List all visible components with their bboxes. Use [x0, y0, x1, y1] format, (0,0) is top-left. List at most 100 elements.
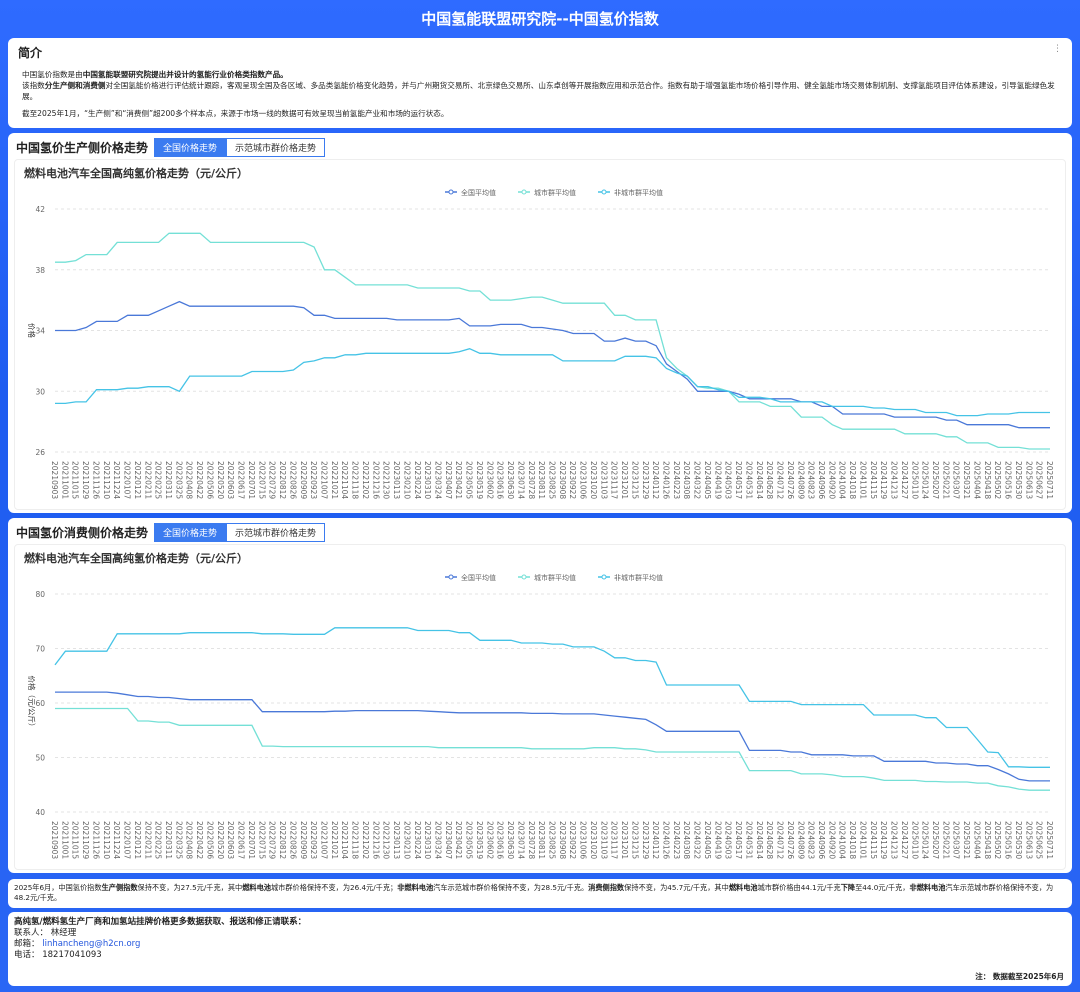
x-tick-label: 20220408 [185, 821, 194, 859]
x-tick-label: 20250307 [952, 821, 961, 859]
x-tick-label: 20240823 [807, 821, 816, 859]
x-tick-label: 20230113 [392, 461, 401, 499]
x-tick-label: 20211029 [81, 461, 90, 499]
x-tick-label: 20241004 [838, 461, 847, 499]
series-line [55, 300, 1050, 429]
x-tick-label: 20250221 [941, 821, 950, 859]
x-tick-label: 20250404 [972, 821, 981, 859]
x-tick-label: 20220826 [288, 461, 297, 499]
x-tick-label: 20230630 [506, 821, 515, 859]
contact-email: 邮箱： linhancheng@h2cn.org [14, 939, 1066, 950]
x-tick-label: 20230908 [558, 461, 567, 499]
tab[interactable]: 全国价格走势 [154, 138, 227, 157]
x-tick-label: 20230616 [496, 821, 505, 859]
x-tick-label: 20220701 [247, 461, 256, 499]
x-tick-label: 20211001 [60, 461, 69, 499]
x-tick-label: 20211015 [71, 461, 80, 499]
text-run: 中国氢能联盟研究院提出并设计的氢能行业价格类指数产品。 [82, 70, 288, 79]
series-line [54, 627, 1050, 768]
x-tick-label: 20220311 [164, 821, 173, 859]
x-tick-label: 20220520 [216, 461, 225, 499]
x-tick-label: 20211126 [91, 461, 100, 499]
x-tick-label: 20240628 [765, 821, 774, 859]
x-tick-label: 20220107 [123, 461, 132, 499]
x-tick-label: 20250530 [1014, 461, 1023, 499]
x-tick-label: 20241227 [900, 461, 909, 499]
text-run: 城市群价格保持不变，为26.4元/千克； [270, 883, 398, 892]
x-tick-label: 20250307 [952, 461, 961, 499]
text-run: 燃料电池 [728, 883, 758, 892]
x-tick-label: 20230922 [568, 821, 577, 859]
text-run: 城市群价格由44.1元/千克 [757, 883, 841, 892]
x-tick-label: 20230728 [527, 461, 536, 499]
x-tick-label: 20250711 [1045, 461, 1054, 499]
x-tick-label: 20230825 [548, 821, 557, 859]
x-tick-label: 20240126 [662, 461, 671, 499]
chart-box [14, 544, 1066, 870]
contact-person: 联系人： 林经理 [14, 928, 1066, 939]
x-tick-label: 20240112 [651, 821, 660, 859]
series-line [55, 348, 1050, 417]
x-tick-label: 20250625 [1035, 821, 1044, 859]
x-tick-label: 20220325 [174, 821, 183, 859]
text-run: 对全国氢能价格进行评估统计跟踪，客观呈现全国及各区域、多品类氢能价格变化趋势，并… [22, 81, 1055, 101]
x-tick-label: 20240906 [817, 461, 826, 499]
x-tick-label: 20240614 [755, 821, 764, 859]
intro-paragraph: 中国氢价指数是由中国氢能联盟研究院提出并设计的氢能行业价格类指数产品。 [22, 69, 1062, 80]
x-tick-label: 20240308 [682, 461, 691, 499]
y-tick-label: 42 [35, 205, 45, 214]
x-tick-label: 20211210 [102, 461, 111, 499]
x-tick-label: 20250530 [1014, 821, 1023, 859]
x-tick-label: 20230324 [433, 821, 442, 859]
x-tick-label: 20240726 [786, 461, 795, 499]
tab[interactable]: 全国价格走势 [154, 523, 227, 542]
tab[interactable]: 示范城市群价格走势 [226, 138, 326, 157]
x-tick-label: 20241018 [848, 821, 857, 859]
tab[interactable]: 示范城市群价格走势 [226, 523, 326, 542]
x-tick-label: 20230224 [413, 821, 422, 859]
text-run: 截至2025年1月，“生产侧”和“消费侧”超200多个样本点，来源于市场一线的数… [22, 109, 449, 118]
x-tick-label: 20220715 [257, 821, 266, 859]
x-tick-label: 20230505 [465, 821, 474, 859]
x-tick-label: 20220923 [309, 461, 318, 499]
value: 18217041093 [42, 950, 102, 960]
x-tick-label: 20241101 [858, 461, 867, 499]
x-tick-label: 20220617 [237, 821, 246, 859]
x-tick-label: 20240531 [744, 821, 753, 859]
x-tick-label: 20231229 [641, 821, 650, 859]
x-tick-label: 20230811 [537, 461, 546, 499]
x-tick-label: 20250404 [972, 461, 981, 499]
x-tick-label: 20250207 [931, 821, 940, 859]
section-title: 中国氢价消费侧价格走势 [16, 526, 149, 540]
x-tick-label: 20250516 [1004, 461, 1013, 499]
y-axis-label: 价格 [27, 323, 37, 338]
x-tick-label: 20230825 [548, 461, 557, 499]
x-tick-label: 20230310 [423, 821, 432, 859]
x-tick-label: 20221118 [351, 821, 360, 859]
x-tick-label: 20230602 [485, 461, 494, 499]
x-tick-label: 20250221 [941, 461, 950, 499]
email-link[interactable]: linhancheng@h2cn.org [42, 939, 141, 949]
menu-icon[interactable]: ⋮ [1053, 44, 1062, 54]
x-tick-label: 20241213 [890, 821, 899, 859]
intro-body: 中国氢价指数是由中国氢能联盟研究院提出并设计的氢能行业价格类指数产品。 该指数分生… [18, 69, 1062, 119]
page-title: 中国氢能联盟研究院--中国氢价指数 [421, 10, 659, 28]
legend-label: 非城市群平均值 [614, 573, 663, 582]
x-tick-label: 20250502 [993, 461, 1002, 499]
x-tick-label: 20220701 [247, 821, 256, 859]
x-tick-label: 20230728 [527, 821, 536, 859]
x-tick-label: 20240809 [796, 461, 805, 499]
text-run: 消费侧指数 [588, 883, 625, 892]
x-tick-label: 20211126 [91, 821, 100, 859]
x-tick-label: 20240223 [672, 821, 681, 859]
legend-label: 非城市群平均值 [614, 188, 663, 197]
x-tick-label: 20250110 [910, 461, 919, 499]
x-tick-label: 20220422 [195, 821, 204, 859]
tabs: 全国价格走势 示范城市群价格走势 [154, 138, 326, 157]
y-tick-label: 26 [35, 448, 45, 457]
x-tick-label: 20231006 [579, 461, 588, 499]
section-title: 中国氢价生产侧价格走势 [16, 141, 149, 155]
text-run: 保持不变，为27.5元/千克，其中 [137, 883, 243, 892]
x-tick-label: 20231201 [620, 821, 629, 859]
x-tick-label: 20241227 [900, 821, 909, 859]
